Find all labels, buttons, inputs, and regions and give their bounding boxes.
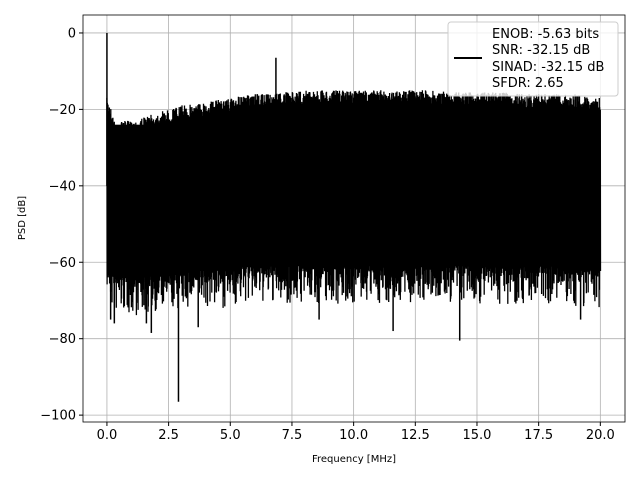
y-tick-label: −100 <box>40 409 76 424</box>
y-axis-label: PSD [dB] <box>17 196 28 240</box>
legend-snr: SNR: -32.15 dB <box>492 43 590 58</box>
x-tick-label: 17.5 <box>524 428 553 443</box>
x-tick-label: 10.0 <box>339 428 368 443</box>
y-tick-label: −20 <box>49 103 76 118</box>
y-tick-label: −80 <box>49 332 76 347</box>
y-tick-label: −60 <box>49 256 76 271</box>
y-tick-label: −40 <box>49 179 76 194</box>
legend-sinad: SINAD: -32.15 dB <box>492 60 604 75</box>
x-axis-label: Frequency [MHz] <box>312 454 396 465</box>
psd-dense-band <box>109 124 601 240</box>
psd-series <box>106 32 602 402</box>
x-tick-label: 0.0 <box>97 428 118 443</box>
legend-sfdr: SFDR: 2.65 <box>492 76 564 91</box>
x-tick-label: 12.5 <box>401 428 430 443</box>
legend-enob: ENOB: -5.63 bits <box>492 27 599 42</box>
x-tick-label: 20.0 <box>586 428 615 443</box>
x-tick-label: 5.0 <box>220 428 241 443</box>
x-tick-label: 2.5 <box>158 428 179 443</box>
x-tick-label: 7.5 <box>282 428 303 443</box>
x-tick-label: 15.0 <box>463 428 492 443</box>
legend-box <box>447 21 619 97</box>
ticks: 0.0 2.5 5.0 7.5 10.0 12.5 15.0 17.5 20.0 0 −20 −40 −… <box>40 26 615 443</box>
y-tick-label: 0 <box>68 26 76 41</box>
legend: ENOB: -5.63 bits SNR: -32.15 dB SINAD: -… <box>447 21 619 97</box>
